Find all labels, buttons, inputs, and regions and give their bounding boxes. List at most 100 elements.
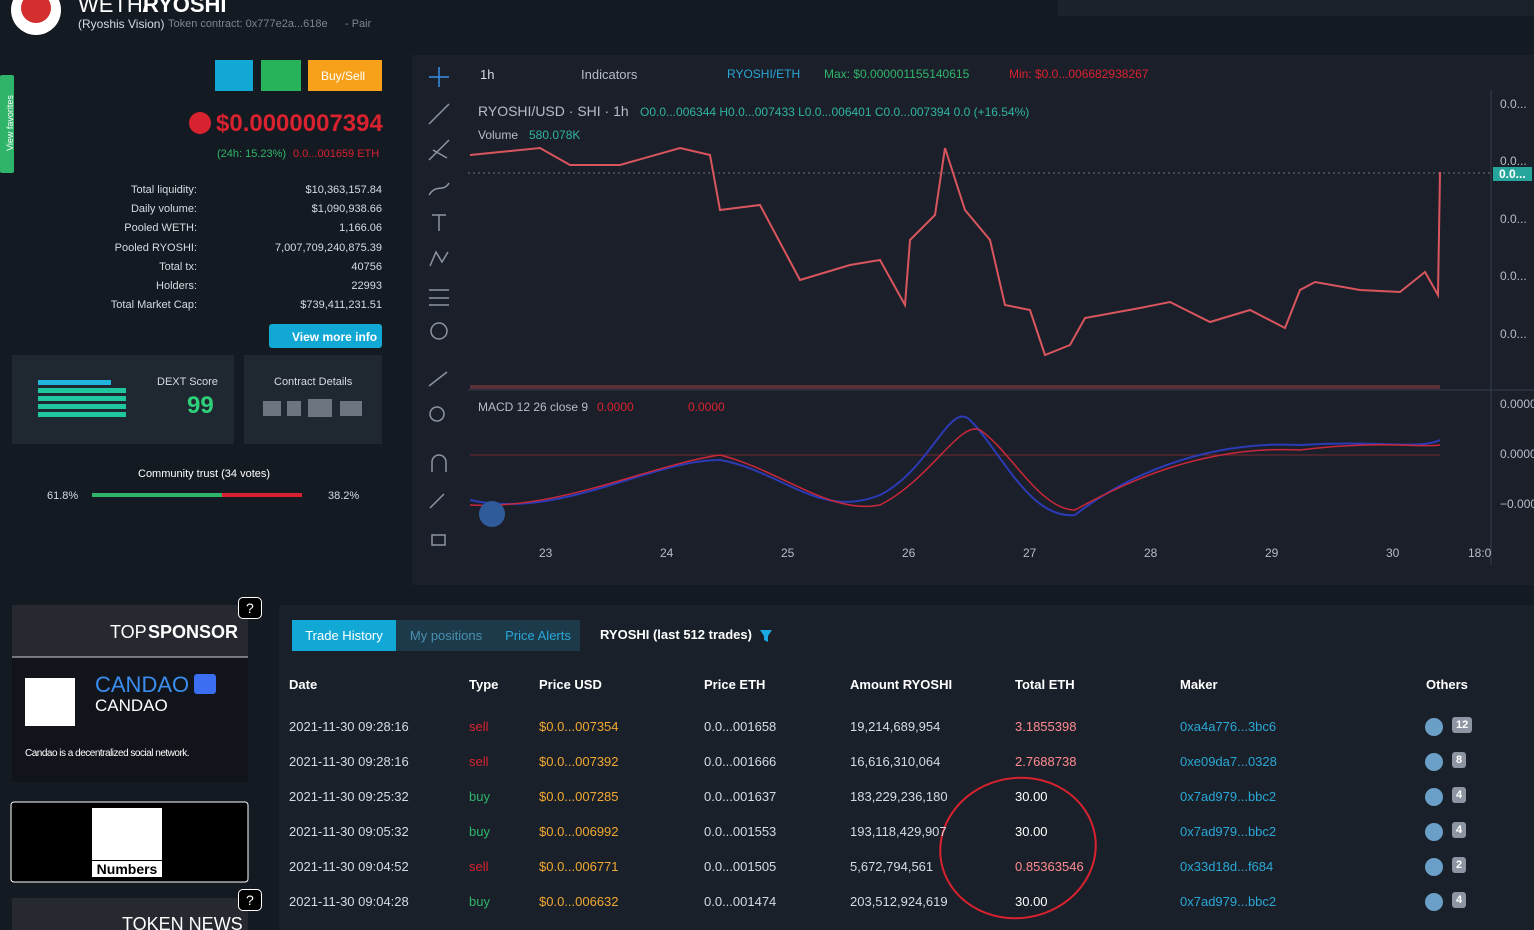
cell: 0x7ad979...bbc2 (1180, 894, 1277, 909)
price-tick: 0.0... (1500, 269, 1527, 283)
cell: 16,616,310,064 (850, 754, 941, 769)
explorer-icon[interactable] (1425, 718, 1443, 736)
contract-icons (263, 399, 362, 417)
explorer-icon[interactable] (1425, 753, 1443, 771)
cell: buy (469, 824, 490, 839)
cell: 2021-11-30 09:28:16 (289, 754, 409, 769)
interval: 1h (480, 67, 495, 82)
view-more-label[interactable]: View more info (292, 330, 378, 344)
price-tick: 0.0... (1500, 154, 1527, 168)
others-count: 12 (1452, 717, 1473, 733)
date-tick: 30 (1386, 546, 1400, 560)
price-change: (24h: 15.23%) (217, 148, 287, 160)
explorer-icon[interactable] (1425, 823, 1443, 841)
pair-base: WETH/ (78, 0, 149, 17)
stat-value: 7,007,709,240,875.39 (274, 241, 382, 254)
star-button[interactable] (261, 60, 301, 91)
macd-tick: 0.0000 (1500, 397, 1534, 411)
contract-details: Contract Details (274, 376, 353, 388)
logo-inner (21, 0, 51, 23)
cell: 2021-11-30 09:04:28 (289, 894, 409, 909)
token-name: (Ryoshis Vision) (78, 17, 165, 31)
buy-sell-label[interactable]: Buy/Sell (321, 69, 366, 83)
cell: 0.0...001637 (704, 789, 777, 804)
tab[interactable]: My positions (396, 620, 496, 651)
others-count: 8 (1452, 752, 1467, 768)
news-help: ? (238, 889, 262, 911)
others-count: 4 (1452, 892, 1467, 908)
candao-logo (25, 678, 75, 726)
date-tick: 23 (539, 546, 553, 560)
drawing-tools[interactable] (428, 67, 450, 546)
cell: 30.00 (1015, 789, 1048, 804)
chart-legend: RYOSHI/USD · SHI · 1h (478, 103, 629, 119)
stat-value: 40756 (351, 260, 382, 273)
buy-sell-button[interactable] (308, 60, 382, 91)
macd-signal: 0.0000 (688, 400, 725, 414)
cell: 2021-11-30 09:04:52 (289, 859, 409, 874)
numbers-logo (92, 808, 162, 860)
date-tick: 24 (660, 546, 674, 560)
explorer-icon[interactable] (1425, 858, 1443, 876)
cell: 193,118,429,907 (850, 824, 947, 839)
indicators[interactable]: Indicators (581, 67, 638, 82)
chart-panel (412, 55, 1534, 585)
cell: buy (469, 789, 490, 804)
price-tick: 0.0... (1500, 97, 1527, 111)
cell: $0.0...006771 (539, 859, 619, 874)
price-eth: 0.0...001659 ETH (293, 148, 380, 160)
dext-score: 99 (187, 392, 214, 419)
price-usd: $0.0000007394 (216, 110, 383, 137)
column-header: Price ETH (704, 677, 766, 692)
cell: sell (469, 719, 489, 734)
cell: 0xa4a776...3bc6 (1180, 719, 1277, 734)
macd-label: MACD 12 26 close 9 (478, 400, 589, 414)
cell: 0.85363546 (1015, 859, 1084, 874)
stat-value: $1,090,938.66 (311, 203, 382, 216)
chart-min: Min: $0.0...006682938267 (1009, 67, 1149, 81)
date-tick: 29 (1265, 546, 1279, 560)
cell: 30.00 (1015, 894, 1048, 909)
favorites-tab[interactable] (0, 75, 14, 173)
help: ? (238, 597, 262, 619)
stat-label: Pooled RYOSHI: (114, 241, 197, 254)
candao-desc: Candao is a decentralized social network… (25, 748, 190, 759)
column-header: Price USD (539, 677, 602, 692)
stat-value: $10,363,157.84 (305, 184, 382, 196)
chart-pair: RYOSHI/ETH (727, 67, 801, 81)
tab[interactable]: Trade History (292, 620, 396, 651)
filter-icon[interactable] (760, 630, 772, 642)
date-tick: 27 (1023, 546, 1037, 560)
price-line (469, 146, 1441, 357)
current-price: 0.0... (1493, 167, 1532, 181)
favorites-label: View favorites (4, 95, 15, 151)
cell: 0x33d18d...f684 (1180, 859, 1274, 874)
trust-down-label: 38.2% (328, 490, 360, 502)
stat-label: Total tx: (159, 260, 197, 273)
cell: $0.0...007392 (539, 754, 619, 769)
cell: sell (469, 859, 489, 874)
explorer-icon[interactable] (1425, 788, 1443, 806)
cell: 0.0...001666 (704, 754, 777, 769)
stat-value: 22993 (351, 280, 382, 292)
share-button[interactable] (215, 60, 253, 91)
column-header: Others (1426, 677, 1468, 692)
cell: 30.00 (1015, 824, 1048, 839)
macd-line (469, 415, 1441, 517)
tab[interactable]: Price Alerts (496, 620, 580, 651)
cell: 2021-11-30 09:28:16 (289, 719, 409, 734)
column-header: Date (289, 677, 318, 692)
explorer-icon[interactable] (1425, 893, 1443, 911)
cell: 2021-11-30 09:05:32 (289, 824, 409, 839)
trades-label: RYOSHI (last 512 trades) (600, 627, 752, 642)
stat-value: 1,166.06 (339, 222, 382, 235)
view-more-button[interactable] (269, 324, 382, 348)
cell: $0.0...007285 (539, 789, 619, 804)
column-header: Total ETH (1015, 677, 1075, 692)
news-title: TOKEN NEWS (122, 914, 243, 930)
date-tick: 25 (781, 546, 795, 560)
column-header: Type (469, 677, 499, 692)
stat-label: Holders: (156, 280, 197, 292)
verified (194, 674, 216, 694)
tv-logo (479, 501, 505, 527)
